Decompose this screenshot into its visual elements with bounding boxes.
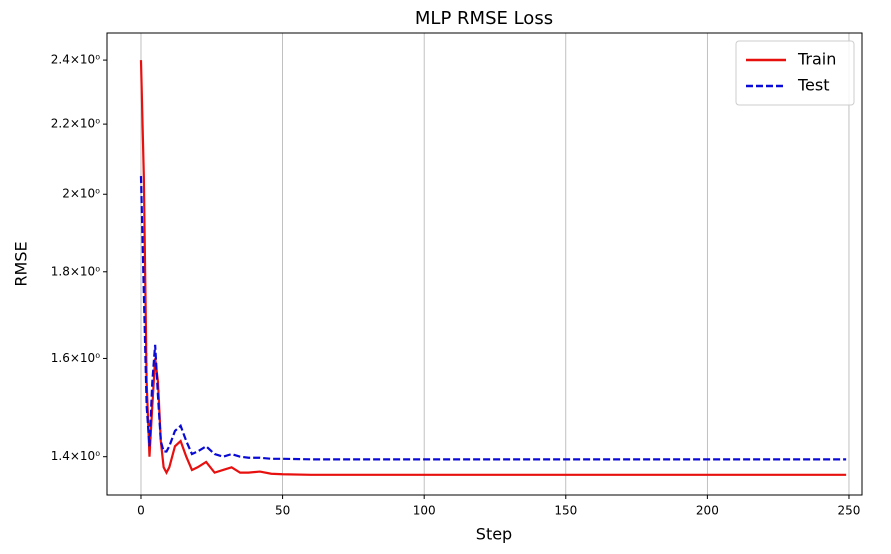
y-tick-label: 1.6×10⁰ xyxy=(51,351,100,365)
chart-title: MLP RMSE Loss xyxy=(415,8,553,29)
y-tick-label: 2.2×10⁰ xyxy=(51,117,100,131)
y-tick-label: 1.8×10⁰ xyxy=(51,264,100,278)
legend-box xyxy=(735,40,855,106)
x-tick-label: 0 xyxy=(137,504,145,518)
y-tick-label: 2.4×10⁰ xyxy=(51,53,100,67)
x-tick-label: 100 xyxy=(413,504,436,518)
x-tick-label: 150 xyxy=(554,504,577,518)
y-tick-label: 2×10⁰ xyxy=(62,187,100,201)
series-line xyxy=(139,176,847,461)
y-axis-label: RMSE xyxy=(12,241,31,286)
y-tick-label: 1.4×10⁰ xyxy=(51,449,100,463)
series-line xyxy=(139,60,847,476)
x-axis-label: Step xyxy=(476,525,512,544)
plot-frame xyxy=(106,32,863,496)
legend-label: Test xyxy=(797,76,830,95)
x-tick-label: 50 xyxy=(275,504,290,518)
legend-label: Train xyxy=(797,50,836,69)
x-tick-label: 200 xyxy=(696,504,719,518)
x-tick-label: 250 xyxy=(838,504,861,518)
